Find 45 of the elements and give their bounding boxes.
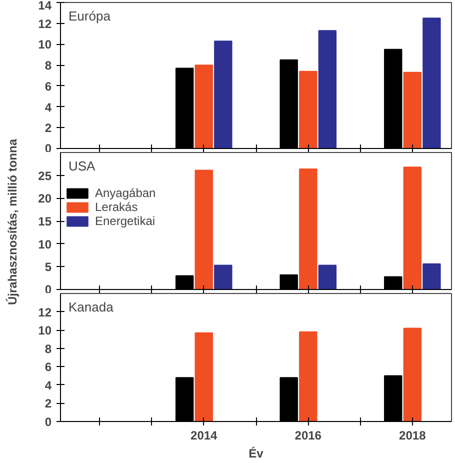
x-tick-label: 2018 [399,428,426,442]
bar [214,40,232,148]
bar [403,328,422,422]
y-tick-label: 4 [44,100,52,114]
bar [318,30,337,148]
bar [422,18,441,148]
bar [403,72,422,148]
legend-label: Energetikai [95,214,156,228]
bar [422,263,441,290]
y-tick-label: 5 [44,260,52,274]
bar [214,264,232,290]
legend-label: Anyagában [95,186,156,200]
bar [194,64,213,148]
y-tick-label: 10 [38,237,52,252]
legend-label: Lerakás [95,200,138,214]
x-tick-label: 2016 [294,428,322,442]
y-tick-label: 15 [38,214,52,228]
y-tick-label: 12 [38,16,52,31]
y-tick-label: 10 [38,324,52,338]
y-tick-label: 10 [38,38,52,52]
bar [403,166,422,290]
text: USA [68,158,96,174]
y-tick-label: 20 [38,192,52,206]
y-tick-label: 8 [44,58,52,73]
y-axis-title: Újrahasznosítás, millió tonna [6,138,20,306]
bar [318,264,337,290]
x-axis-title: Év [248,446,264,460]
y-tick-label: 4 [44,378,52,392]
y-tick-label: 25 [38,168,52,183]
bar [299,331,318,422]
y-tick-label: 8 [44,342,52,356]
y-tick-label: 6 [44,79,52,94]
y-tick-label: 0 [44,415,52,429]
y-tick-label: 14 [38,0,52,12]
y-tick-label: 12 [38,305,52,320]
y-tick-label: 2 [44,396,52,411]
text: Kanada [68,300,114,314]
y-tick-label: 2 [44,121,52,136]
bar [299,70,318,148]
text: Európa [68,8,112,24]
x-tick-label: 2014 [190,428,218,442]
bar [194,170,213,290]
bar [299,168,318,290]
bar [194,332,213,422]
y-tick-label: 6 [44,360,52,374]
